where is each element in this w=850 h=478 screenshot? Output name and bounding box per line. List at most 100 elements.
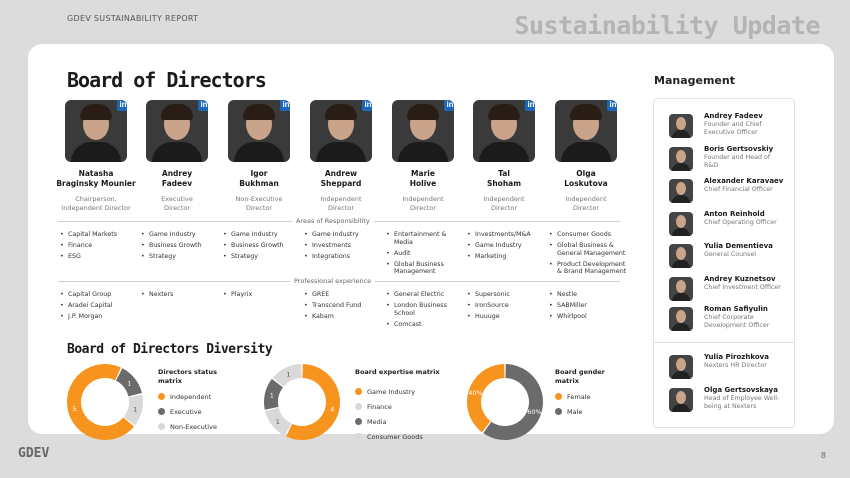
legend-label: Non-Executive [170, 423, 217, 431]
board-gender-donut: 40% 60% [467, 364, 543, 440]
linkedin-icon[interactable]: in [444, 100, 454, 111]
areas-item: Capital Markets [60, 231, 138, 239]
areas-item: Audit [386, 250, 464, 258]
legend-title: Directors status matrix [158, 368, 217, 385]
legend-item: Executive [158, 408, 202, 416]
director-card: in Olga Loskutova Independent Director [546, 100, 626, 212]
director-name: Andrew Sheppard [320, 169, 362, 188]
linkedin-icon[interactable]: in [117, 100, 127, 111]
manager-row: Yulia Pirozhkova Nexters HR Director [669, 353, 794, 383]
areas-item: Global Business Management [386, 261, 464, 276]
director-role: Executive Director [161, 195, 193, 212]
experience-item: IronSource [467, 302, 545, 310]
director-role: Independent Director [320, 195, 362, 212]
manager-name: Anton Reinhold [704, 210, 765, 218]
manager-name: Roman Safiyulin [704, 305, 768, 313]
experience-item: Whirlpool [549, 313, 627, 321]
areas-item: Entertainment & Media [386, 231, 464, 246]
experience-column: Playrix [223, 291, 301, 302]
director-card: in Tal Shoham Independent Director [464, 100, 544, 212]
areas-item: Investments [304, 242, 382, 250]
areas-item: Game Industry [467, 242, 545, 250]
manager-photo [669, 355, 693, 379]
manager-name: Boris Gertsovskiy [704, 145, 774, 153]
legend-label: Executive [170, 408, 202, 416]
legend-label: Finance [367, 403, 392, 411]
directors-status-donut: 5 1 1 [67, 364, 143, 440]
manager-photo [669, 244, 693, 268]
director-name: Natasha Braginsky Mounier [56, 169, 136, 188]
legend-item: Female [555, 393, 591, 401]
manager-name: Yulia Dementieva [704, 242, 773, 250]
manager-row: Roman Safiyulin Chief Corporate Developme… [669, 305, 794, 335]
linkedin-icon[interactable]: in [198, 100, 208, 111]
director-name: Igor Bukhman [239, 169, 279, 188]
director-name: Tal Shoham [486, 169, 522, 188]
director-name: Marie Holive [409, 169, 437, 188]
legend-swatch [555, 393, 562, 400]
legend-item: Game Industry [355, 388, 415, 396]
director-role: Independent Director [483, 195, 525, 212]
experience-item: Comcast [386, 321, 464, 329]
manager-role: Founder and Chief Executive Officer [704, 121, 762, 136]
manager-name: Andrey Fadeev [704, 112, 763, 120]
top-bar [0, 0, 850, 44]
manager-photo [669, 212, 693, 236]
linkedin-icon[interactable]: in [525, 100, 535, 111]
linkedin-icon[interactable]: in [362, 100, 372, 111]
board-title: Board of Directors [67, 68, 267, 92]
areas-item: Game Industry [304, 231, 382, 239]
legend-label: Media [367, 418, 387, 426]
linkedin-icon[interactable]: in [280, 100, 290, 111]
manager-row: Boris Gertsovskiy Founder and Head of R&D [669, 145, 794, 175]
linkedin-icon[interactable]: in [607, 100, 617, 111]
donut-slice [115, 368, 142, 397]
manager-row: Andrey Kuznetsov Chief Investment Officer [669, 275, 794, 305]
director-card: in Andrew Sheppard Independent Director [301, 100, 381, 212]
experience-item: Transcend Fund [304, 302, 382, 310]
experience-item: SABMiller [549, 302, 627, 310]
donut-slice [483, 364, 543, 440]
legend-item: Media [355, 418, 387, 426]
areas-item: Product Development & Brand Management [549, 261, 627, 276]
donut-label: 1 [286, 371, 290, 379]
manager-photo [669, 388, 693, 412]
experience-item: General Electric [386, 291, 464, 299]
manager-role: General Counsel [704, 251, 756, 258]
manager-photo [669, 307, 693, 331]
manager-role: Founder and Head of R&D [704, 154, 771, 169]
areas-column: Consumer Goods Global Business & General … [549, 231, 627, 279]
experience-column: GREE Transcend Fund Kabam [304, 291, 382, 324]
experience-label: Professional experience [290, 277, 376, 285]
legend-label: Female [567, 393, 591, 401]
experience-item: Aradei Capital [60, 302, 138, 310]
donut-slice [272, 364, 302, 387]
donut-slice [67, 364, 135, 440]
manager-row: Yulia Dementieva General Counsel [669, 242, 794, 272]
director-photo: in [146, 100, 208, 162]
donut-slice [265, 407, 292, 436]
legend-title: Board gender matrix [555, 368, 605, 385]
donut-label: 40% [468, 389, 482, 397]
director-card: in Natasha Braginsky Mounier Chairperson, In… [56, 100, 136, 212]
donut-label: 60% [527, 408, 541, 416]
experience-column: Capital Group Aradei Capital J.P. Morgan [60, 291, 138, 324]
donut-label: 1 [276, 418, 280, 426]
areas-item: Strategy [223, 253, 301, 261]
manager-row: Alexander Karavaev Chief Financial Office… [669, 177, 794, 207]
page-number: 8 [820, 451, 826, 460]
areas-item: Finance [60, 242, 138, 250]
legend-swatch [158, 423, 165, 430]
areas-column: Entertainment & Media Audit Global Busines… [386, 231, 464, 279]
areas-item: Integrations [304, 253, 382, 261]
director-card: in Andrey Fadeev Executive Director [137, 100, 217, 212]
experience-column: Nestle SABMiller Whirlpool [549, 291, 627, 324]
director-role: Chairperson, Independent Director [61, 195, 131, 212]
director-name: Olga Loskutova [564, 169, 608, 188]
legend-title: Board expertise matrix [355, 368, 440, 376]
director-card: in Marie Holive Independent Director [383, 100, 463, 212]
legend-swatch [555, 408, 562, 415]
manager-photo [669, 179, 693, 203]
director-photo: in [555, 100, 617, 162]
donut-slice [264, 378, 283, 410]
